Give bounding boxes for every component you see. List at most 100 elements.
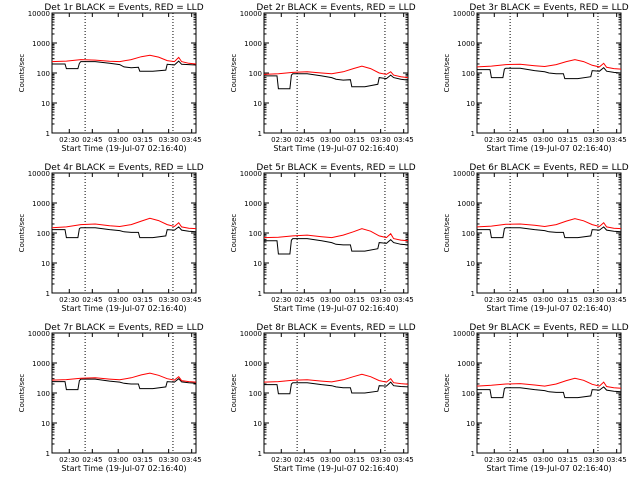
- x-tick-label: 03:00: [108, 296, 128, 304]
- panel-det-8: Det 8r BLACK = Events, RED = LLD 1 10 100 10…: [230, 323, 416, 473]
- x-tick-label: 02:30: [271, 456, 291, 464]
- series-events-line: [52, 378, 197, 391]
- y-tick-label: 100: [37, 390, 50, 398]
- y-tick-label: 10: [41, 420, 50, 428]
- x-tick-label: 02:45: [82, 456, 102, 464]
- y-tick-label: 10: [41, 260, 50, 268]
- series-lld-line: [476, 59, 622, 70]
- y-tick-label: 1: [471, 450, 475, 458]
- x-tick-label: 02:30: [59, 136, 79, 144]
- x-tick-label: 03:30: [371, 296, 391, 304]
- series-lld-line: [476, 377, 622, 389]
- x-tick-label: 02:30: [271, 296, 291, 304]
- panel-title: Det 8r BLACK = Events, RED = LLD: [256, 323, 415, 333]
- x-tick-label: 03:30: [584, 456, 604, 464]
- x-tick-label: 02:45: [507, 296, 527, 304]
- y-tick-label: 10000: [240, 10, 262, 18]
- y-axis-label: Counts/sec: [230, 374, 238, 413]
- y-axis-label: Counts/sec: [443, 214, 451, 253]
- y-tick-label: 1000: [244, 40, 262, 48]
- plot-frame: [476, 332, 622, 454]
- series-events-line: [477, 386, 622, 399]
- x-axis-label: Start Time (19-Jul-07 02:16:40): [486, 304, 611, 313]
- panel-det-2: Det 2r BLACK = Events, RED = LLD 1 10 100 10…: [230, 3, 416, 153]
- x-tick-label: 03:00: [108, 136, 128, 144]
- y-axis-label: Counts/sec: [18, 54, 26, 93]
- y-tick-label: 1: [258, 130, 262, 138]
- y-tick-label: 10000: [453, 330, 475, 338]
- y-tick-label: 1: [258, 450, 262, 458]
- y-tick-label: 10: [41, 100, 50, 108]
- y-tick-label: 10000: [28, 10, 50, 18]
- series-events-line: [264, 238, 409, 255]
- x-axis-label: Start Time (19-Jul-07 02:16:40): [273, 464, 398, 473]
- y-tick-label: 100: [462, 230, 475, 238]
- y-tick-label: 1: [471, 130, 475, 138]
- y-tick-label: 10: [466, 420, 475, 428]
- x-tick-label: 03:30: [159, 296, 179, 304]
- x-tick-label: 02:30: [484, 456, 504, 464]
- panel-title: Det 7r BLACK = Events, RED = LLD: [44, 323, 203, 333]
- y-tick-label: 10000: [453, 10, 475, 18]
- x-tick-label: 02:30: [59, 296, 79, 304]
- x-tick-label: 03:00: [533, 136, 553, 144]
- y-tick-label: 100: [37, 70, 50, 78]
- plot-frame: [51, 12, 197, 134]
- series-lld-line: [51, 217, 197, 230]
- series-events-line: [52, 60, 197, 72]
- y-tick-label: 10000: [28, 330, 50, 338]
- y-tick-label: 10: [253, 260, 262, 268]
- y-axis-label: Counts/sec: [18, 374, 26, 413]
- y-tick-label: 100: [37, 230, 50, 238]
- x-tick-label: 03:15: [133, 296, 153, 304]
- plot-frame: [476, 172, 622, 294]
- x-tick-label: 03:45: [607, 296, 627, 304]
- y-tick-label: 10000: [453, 170, 475, 178]
- series-lld-line: [476, 218, 622, 230]
- x-tick-label: 02:30: [484, 136, 504, 144]
- y-axis-label: Counts/sec: [18, 214, 26, 253]
- y-axis-label: Counts/sec: [230, 214, 238, 253]
- panel-det-5: Det 5r BLACK = Events, RED = LLD 1 10 100 10…: [230, 163, 416, 313]
- y-tick-label: 1000: [32, 200, 50, 208]
- x-tick-label: 03:45: [182, 296, 202, 304]
- y-tick-label: 10000: [240, 330, 262, 338]
- x-tick-label: 03:00: [533, 296, 553, 304]
- series-events-line: [52, 226, 197, 239]
- x-tick-label: 03:15: [558, 136, 578, 144]
- y-tick-label: 1: [46, 450, 50, 458]
- series-lld-line: [51, 372, 197, 383]
- x-tick-label: 03:00: [320, 456, 340, 464]
- y-tick-label: 100: [249, 230, 262, 238]
- x-tick-label: 03:30: [159, 136, 179, 144]
- panel-title: Det 4r BLACK = Events, RED = LLD: [44, 163, 203, 173]
- x-axis-label: Start Time (19-Jul-07 02:16:40): [273, 144, 398, 153]
- y-tick-label: 1: [46, 130, 50, 138]
- y-tick-label: 10000: [28, 170, 50, 178]
- series-events-line: [264, 73, 409, 90]
- x-tick-label: 03:30: [584, 296, 604, 304]
- y-tick-label: 1000: [32, 360, 50, 368]
- x-axis-label: Start Time (19-Jul-07 02:16:40): [61, 144, 186, 153]
- x-tick-label: 03:30: [371, 456, 391, 464]
- y-tick-label: 1000: [457, 200, 475, 208]
- x-tick-label: 03:45: [182, 456, 202, 464]
- plot-frame: [51, 172, 197, 294]
- y-axis-label: Counts/sec: [443, 374, 451, 413]
- y-tick-label: 10000: [240, 170, 262, 178]
- y-axis-label: Counts/sec: [443, 54, 451, 93]
- x-tick-label: 03:45: [607, 456, 627, 464]
- y-tick-label: 1000: [244, 200, 262, 208]
- panel-det-9: Det 9r BLACK = Events, RED = LLD 1 10 100 10…: [443, 323, 629, 473]
- x-axis-label: Start Time (19-Jul-07 02:16:40): [486, 144, 611, 153]
- x-tick-label: 02:45: [294, 296, 314, 304]
- panel-det-4: Det 4r BLACK = Events, RED = LLD 1 10 100 10…: [18, 163, 204, 313]
- x-tick-label: 02:30: [59, 456, 79, 464]
- x-tick-label: 02:45: [82, 136, 102, 144]
- x-axis-label: Start Time (19-Jul-07 02:16:40): [61, 464, 186, 473]
- x-tick-label: 03:45: [607, 136, 627, 144]
- series-events-line: [477, 66, 622, 80]
- x-tick-label: 02:45: [507, 456, 527, 464]
- series-events-line: [477, 226, 622, 239]
